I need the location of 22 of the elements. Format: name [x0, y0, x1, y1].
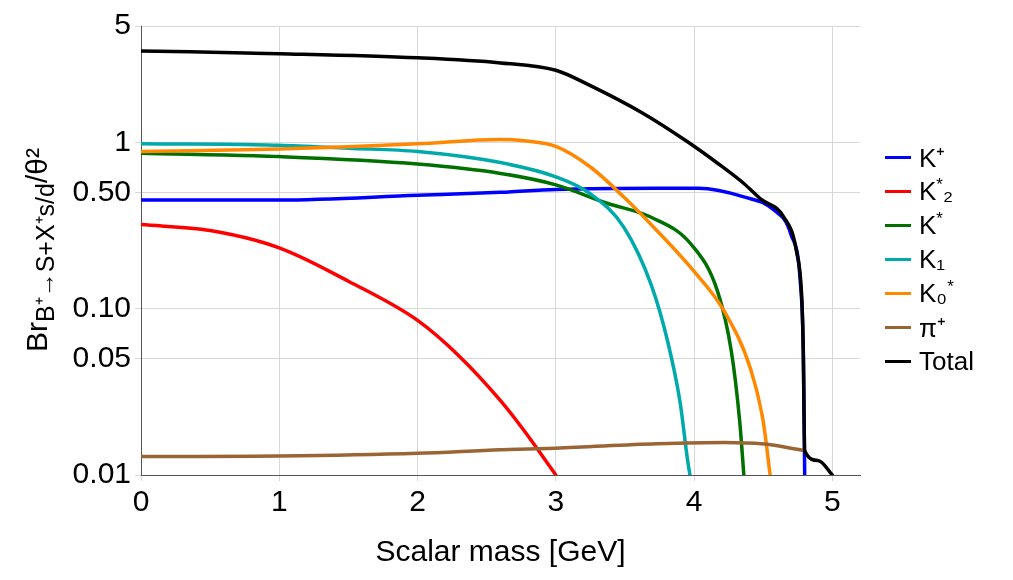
y-tick-label: 0.50	[72, 173, 131, 207]
x-tick-label: 4	[685, 484, 703, 518]
x-tick-label: 2	[409, 484, 426, 518]
y-tick-label: 0.01	[72, 456, 131, 490]
legend-label: K₁	[919, 243, 946, 275]
x-tick-label: 0	[132, 484, 150, 518]
y-tick-label: 1	[114, 123, 131, 157]
line-series	[141, 222, 558, 475]
legend-label: π⁺	[919, 312, 946, 345]
y-tick-label: 5	[114, 7, 131, 41]
y-tick-label: 0.10	[72, 289, 131, 323]
x-tick-label: 3	[547, 484, 565, 518]
x-tick-label: 5	[824, 484, 841, 518]
y-tick-label: 0.05	[72, 339, 131, 373]
x-tick-label: 1	[270, 484, 288, 518]
x-axis-title: Scalar mass [GeV]	[375, 534, 626, 568]
line-series	[141, 49, 835, 475]
legend-label: K$^{*}$₂	[919, 175, 954, 207]
legend-label: K$^{*}$	[919, 209, 943, 241]
legend-label: K⁺	[919, 142, 946, 175]
legend-label: K₀$^{*}$	[919, 277, 954, 309]
legend-label: Total	[919, 345, 974, 377]
